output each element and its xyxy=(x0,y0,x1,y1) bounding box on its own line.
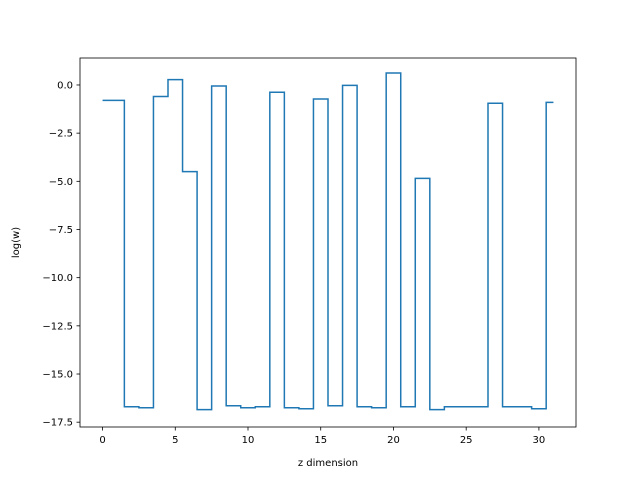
y-tick-label: −10.0 xyxy=(42,273,73,284)
x-tick-label: 30 xyxy=(533,435,546,446)
y-axis-label: log(w) xyxy=(11,227,22,258)
y-tick-label: −17.5 xyxy=(42,418,73,429)
y-tick-label: −12.5 xyxy=(42,321,73,332)
y-tick-label: −15.0 xyxy=(42,370,73,381)
x-axis: 0 5 10 15 20 25 30 xyxy=(99,427,545,446)
y-tick-label: −7.5 xyxy=(49,225,73,236)
y-tick-label: −5.0 xyxy=(49,177,73,188)
plot-area-frame xyxy=(79,57,577,428)
x-axis-label: z dimension xyxy=(298,458,358,469)
y-axis: 0.0 −2.5 −5.0 −7.5 −10.0 −12.5 −15.0 −17.5 xyxy=(42,80,80,429)
x-tick-label: 5 xyxy=(172,435,178,446)
x-tick-label: 25 xyxy=(460,435,473,446)
x-tick-label: 0 xyxy=(99,435,105,446)
x-tick-label: 15 xyxy=(314,435,327,446)
x-tick-label: 10 xyxy=(242,435,255,446)
y-tick-label: −2.5 xyxy=(49,129,73,140)
y-tick-label: 0.0 xyxy=(57,80,73,91)
series-step-line xyxy=(102,72,554,411)
x-tick-label: 20 xyxy=(387,435,400,446)
